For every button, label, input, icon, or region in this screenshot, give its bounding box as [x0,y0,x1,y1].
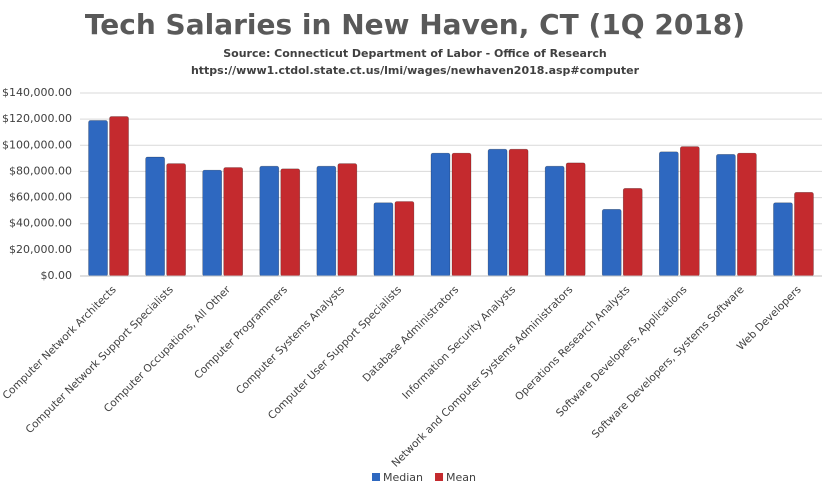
x-tick-label: Computer Programmers [192,284,290,382]
bar [166,163,186,277]
bar [316,165,337,277]
bar [565,162,586,277]
bar [394,201,415,277]
legend-label: Mean [446,471,476,484]
bar [259,165,280,277]
bar [794,192,814,277]
legend-label: Median [383,471,423,484]
y-tick-label: $40,000.00 [9,217,72,230]
y-tick-label: $60,000.00 [9,191,72,204]
x-tick-label: Information Security Analysts [400,284,518,402]
x-tick-label: Database Administrators [360,284,461,385]
x-tick-label: Computer Systems Analysts [234,284,347,397]
legend-swatch [435,473,444,481]
x-tick-label: Web Developers [735,284,804,353]
bar [430,152,451,277]
bar [737,152,757,277]
y-tick-label: $120,000.00 [2,112,72,125]
bar [622,188,643,277]
chart-title: Tech Salaries in New Haven, CT (1Q 2018) [85,8,745,41]
y-tick-label: $20,000.00 [9,243,72,256]
bar [544,165,565,277]
bar [145,156,165,277]
bar [373,202,394,277]
chart-subtitle: Source: Connecticut Department of Labor … [223,47,607,60]
legend-swatch [372,473,380,481]
bar [680,146,700,277]
bar [601,209,622,277]
bar [202,169,222,277]
bar [88,120,108,277]
bar [773,202,793,277]
chart-source: https://www1.ctdol.state.ct.us/lmi/wages… [191,64,640,77]
bar [280,168,301,277]
bar [487,148,508,277]
bar [716,154,736,277]
bar [508,148,529,277]
bar [109,116,129,277]
y-tick-label: $100,000.00 [2,138,72,151]
y-tick-label: $80,000.00 [9,164,72,177]
x-tick-label: Computer Occupations, All Other [102,283,234,415]
bar [337,163,358,277]
y-tick-label: $140,000.00 [2,86,72,99]
x-tick-label: Computer Network Architects [1,284,119,402]
bar [223,167,243,277]
y-tick-label: $0.00 [41,269,73,282]
bar [451,152,472,277]
bar [659,151,679,277]
x-tick-label: Operations Research Analysts [513,284,633,404]
